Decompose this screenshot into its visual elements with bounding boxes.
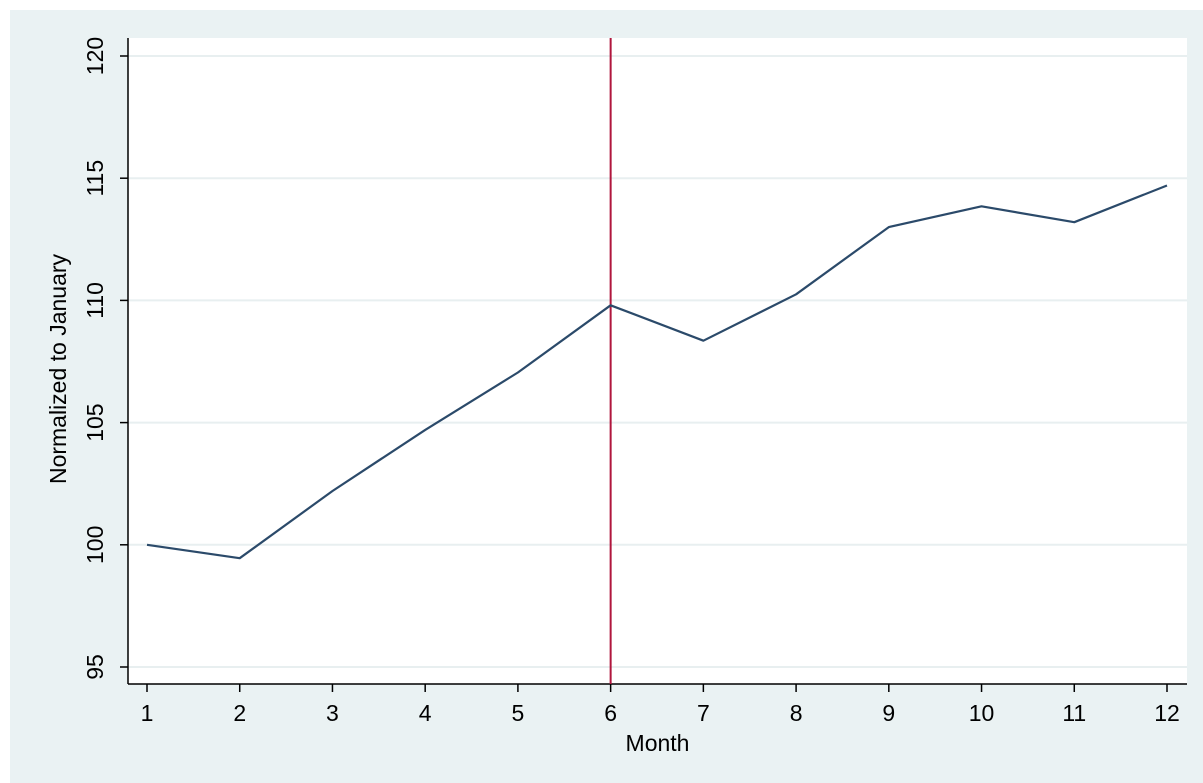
plot-area [128, 38, 1187, 684]
y-tick-label: 115 [82, 160, 108, 197]
axes [120, 38, 1187, 692]
x-tick-label: 11 [1062, 700, 1086, 726]
x-tick-label: 9 [882, 700, 895, 726]
y-axis-title: Normalized to January [45, 253, 71, 484]
y-tick-label: 100 [82, 526, 108, 564]
y-tick-label: 105 [82, 403, 108, 441]
x-tick-label: 8 [790, 700, 803, 726]
x-tick-label: 7 [697, 700, 710, 726]
x-tick-label: 1 [141, 700, 154, 726]
x-tick-label: 5 [512, 700, 525, 726]
x-tick-label: 2 [233, 700, 246, 726]
x-tick-label: 3 [326, 700, 339, 726]
y-tick-label: 120 [82, 37, 108, 75]
grid-lines [128, 55, 1187, 668]
x-axis-title: Month [626, 730, 690, 756]
series-line [146, 184, 1168, 560]
y-tick-label: 95 [82, 654, 108, 680]
x-tick-label: 12 [1154, 700, 1180, 726]
x-tick-label: 6 [604, 700, 617, 726]
x-tick-label: 4 [419, 700, 432, 726]
y-tick-label: 110 [82, 282, 108, 319]
x-tick-label: 10 [969, 700, 995, 726]
